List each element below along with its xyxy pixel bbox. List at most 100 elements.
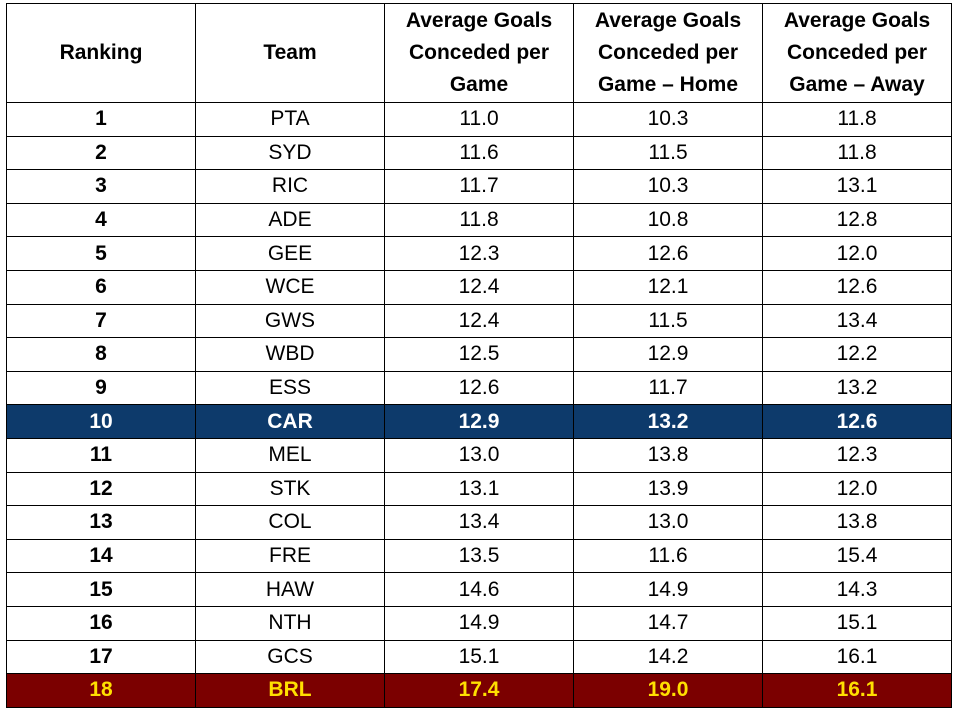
ranking-cell: 9 <box>6 370 196 406</box>
avg-conceded-cell: 11.0 <box>384 102 574 137</box>
ranking-cell: 3 <box>6 169 196 204</box>
avg-conceded-cell: 13.1 <box>384 471 574 507</box>
table-row: 17 GCS 15.1 14.2 16.1 <box>6 639 952 675</box>
ranking-cell: 14 <box>6 538 196 574</box>
ranking-cell: 11 <box>6 437 196 473</box>
avg-conceded-cell: 15.1 <box>384 639 574 675</box>
table-row: 11 MEL 13.0 13.8 12.3 <box>6 437 952 473</box>
table-row: 12 STK 13.1 13.9 12.0 <box>6 471 952 507</box>
table-row: 13 COL 13.4 13.0 13.8 <box>6 505 952 540</box>
avg-conceded-away-cell: 13.4 <box>762 303 952 339</box>
avg-conceded-cell: 13.4 <box>384 505 574 540</box>
team-cell: SYD <box>195 135 385 171</box>
avg-conceded-cell: 12.6 <box>384 370 574 406</box>
avg-conceded-home-cell: 11.5 <box>573 135 763 171</box>
avg-conceded-home-cell: 12.9 <box>573 337 763 372</box>
table-row: 7 GWS 12.4 11.5 13.4 <box>6 303 952 339</box>
team-cell: RIC <box>195 169 385 204</box>
goals-conceded-table-container: Ranking Team Average Goals Conceded per … <box>6 3 952 708</box>
avg-conceded-home-cell: 13.8 <box>573 437 763 473</box>
avg-conceded-home-cell: 13.0 <box>573 505 763 540</box>
avg-conceded-away-cell: 12.6 <box>762 269 952 305</box>
avg-conceded-home-cell: 12.1 <box>573 269 763 305</box>
team-cell: GCS <box>195 639 385 675</box>
avg-conceded-home-cell: 14.2 <box>573 639 763 675</box>
table-row: 3 RIC 11.7 10.3 13.1 <box>6 169 952 204</box>
table-row: 2 SYD 11.6 11.5 11.8 <box>6 135 952 171</box>
table-row: 15 HAW 14.6 14.9 14.3 <box>6 572 952 607</box>
team-cell: WBD <box>195 337 385 372</box>
header-avg-conceded: Average Goals Conceded per Game <box>384 3 574 103</box>
avg-conceded-cell: 13.5 <box>384 538 574 574</box>
ranking-cell: 8 <box>6 337 196 372</box>
avg-conceded-cell: 11.7 <box>384 169 574 204</box>
ranking-cell: 7 <box>6 303 196 339</box>
table-row: 8 WBD 12.5 12.9 12.2 <box>6 337 952 372</box>
avg-conceded-cell: 11.8 <box>384 202 574 238</box>
avg-conceded-cell: 12.4 <box>384 269 574 305</box>
table-row: 16 NTH 14.9 14.7 15.1 <box>6 605 952 641</box>
avg-conceded-home-cell: 10.8 <box>573 202 763 238</box>
avg-conceded-cell: 14.9 <box>384 605 574 641</box>
team-cell: ESS <box>195 370 385 406</box>
avg-conceded-cell: 12.5 <box>384 337 574 372</box>
team-cell: STK <box>195 471 385 507</box>
avg-conceded-away-cell: 12.2 <box>762 337 952 372</box>
ranking-cell: 6 <box>6 269 196 305</box>
team-cell: BRL <box>195 673 385 708</box>
table-row: 9 ESS 12.6 11.7 13.2 <box>6 370 952 406</box>
avg-conceded-home-cell: 11.7 <box>573 370 763 406</box>
avg-conceded-away-cell: 13.8 <box>762 505 952 540</box>
avg-conceded-home-cell: 11.6 <box>573 538 763 574</box>
header-team: Team <box>195 3 385 103</box>
avg-conceded-away-cell: 15.4 <box>762 538 952 574</box>
team-cell: CAR <box>195 404 385 439</box>
table-row: 6 WCE 12.4 12.1 12.6 <box>6 269 952 305</box>
table-row: 5 GEE 12.3 12.6 12.0 <box>6 236 952 271</box>
avg-conceded-away-cell: 11.8 <box>762 135 952 171</box>
ranking-cell: 4 <box>6 202 196 238</box>
header-avg-conceded-away: Average Goals Conceded per Game – Away <box>762 3 952 103</box>
avg-conceded-away-cell: 16.1 <box>762 639 952 675</box>
team-cell: GWS <box>195 303 385 339</box>
avg-conceded-cell: 13.0 <box>384 437 574 473</box>
avg-conceded-away-cell: 12.0 <box>762 471 952 507</box>
avg-conceded-away-cell: 13.2 <box>762 370 952 406</box>
avg-conceded-home-cell: 10.3 <box>573 102 763 137</box>
team-cell: NTH <box>195 605 385 641</box>
team-cell: HAW <box>195 572 385 607</box>
avg-conceded-away-cell: 15.1 <box>762 605 952 641</box>
table-row: 18 BRL 17.4 19.0 16.1 <box>6 673 952 708</box>
ranking-cell: 10 <box>6 404 196 439</box>
team-cell: WCE <box>195 269 385 305</box>
avg-conceded-home-cell: 10.3 <box>573 169 763 204</box>
table-row: 1 PTA 11.0 10.3 11.8 <box>6 102 952 137</box>
ranking-cell: 2 <box>6 135 196 171</box>
avg-conceded-cell: 11.6 <box>384 135 574 171</box>
avg-conceded-home-cell: 14.7 <box>573 605 763 641</box>
avg-conceded-home-cell: 19.0 <box>573 673 763 708</box>
avg-conceded-cell: 12.4 <box>384 303 574 339</box>
avg-conceded-cell: 17.4 <box>384 673 574 708</box>
team-cell: COL <box>195 505 385 540</box>
team-cell: PTA <box>195 102 385 137</box>
avg-conceded-away-cell: 16.1 <box>762 673 952 708</box>
header-ranking: Ranking <box>6 3 196 103</box>
table-row: 14 FRE 13.5 11.6 15.4 <box>6 538 952 574</box>
avg-conceded-home-cell: 12.6 <box>573 236 763 271</box>
avg-conceded-cell: 12.9 <box>384 404 574 439</box>
header-avg-conceded-home: Average Goals Conceded per Game – Home <box>573 3 763 103</box>
team-cell: GEE <box>195 236 385 271</box>
avg-conceded-away-cell: 11.8 <box>762 102 952 137</box>
avg-conceded-cell: 12.3 <box>384 236 574 271</box>
table-row: 10 CAR 12.9 13.2 12.6 <box>6 404 952 439</box>
avg-conceded-away-cell: 12.3 <box>762 437 952 473</box>
ranking-cell: 16 <box>6 605 196 641</box>
team-cell: ADE <box>195 202 385 238</box>
avg-conceded-home-cell: 13.2 <box>573 404 763 439</box>
avg-conceded-away-cell: 14.3 <box>762 572 952 607</box>
avg-conceded-away-cell: 13.1 <box>762 169 952 204</box>
table-body: 1 PTA 11.0 10.3 11.8 2 SYD 11.6 11.5 11.8 3 RIC 11.7… <box>6 102 952 708</box>
avg-conceded-home-cell: 13.9 <box>573 471 763 507</box>
table-header: Ranking Team Average Goals Conceded per … <box>6 3 952 103</box>
